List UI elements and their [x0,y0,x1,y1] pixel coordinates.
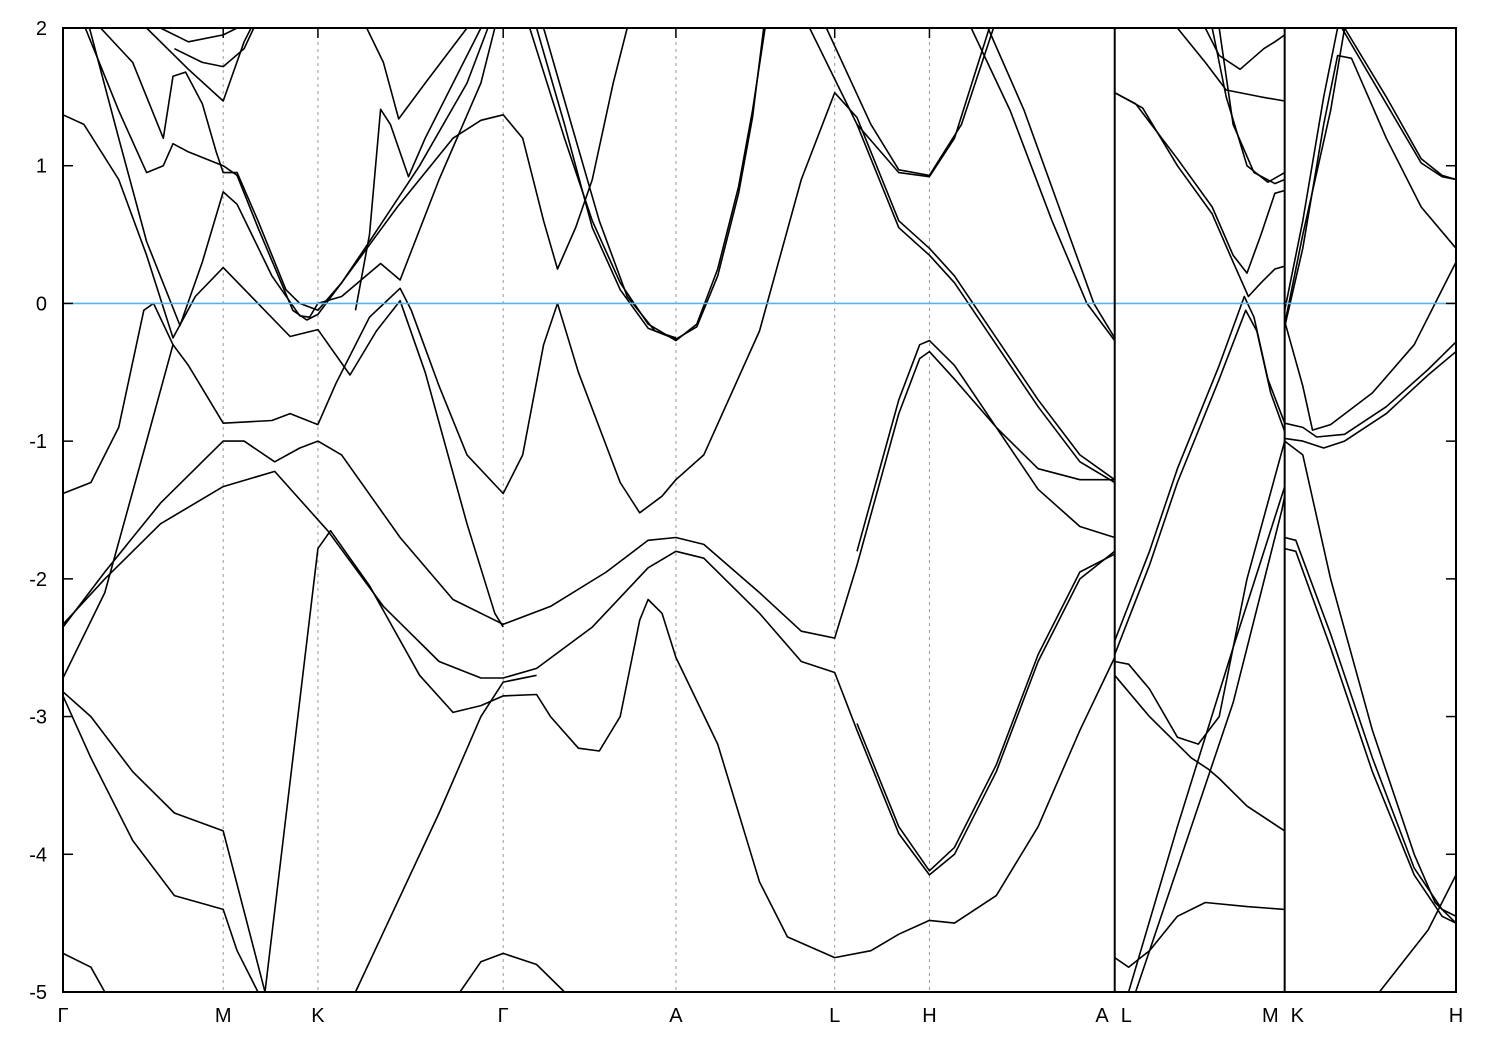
band-line [1204,28,1286,71]
band-line [535,28,765,341]
band-line [1114,901,1285,969]
band-line [354,28,482,311]
band-line [1114,440,1286,745]
band-line [63,470,1116,876]
band-line [264,529,1116,992]
band-line [1284,547,1456,924]
band-line [160,28,238,43]
band-line [63,302,174,495]
x-tick-label: L [1121,1005,1132,1027]
band-line [63,91,1116,679]
grid-lines [222,28,931,992]
y-axis: 2 1 0 -1 -2 -3 -4 -5 [29,18,1456,1004]
band-line [84,28,628,321]
x-tick-label: H [922,1005,936,1027]
band-line [1378,874,1456,992]
band-line [63,952,106,992]
x-tick-label: H [1449,1005,1463,1027]
band-line [1114,674,1286,832]
band-line [100,28,489,312]
band-line [1284,350,1456,449]
path-breaks [1113,28,1286,992]
x-tick-label: K [1291,1005,1305,1027]
band-line [146,28,252,102]
band-line [1218,28,1286,185]
x-tick-label: M [1262,1005,1279,1027]
band-line [1284,536,1456,918]
band-line [1283,28,1346,325]
band-line [825,28,995,177]
band-line [354,674,537,992]
band-line [987,28,1116,339]
y-tick-label: -3 [29,707,47,729]
band-line [1134,496,1286,992]
x-tick-label: Γ [57,1005,68,1027]
y-tick-label: 0 [36,293,47,315]
band-line [1283,261,1456,431]
band-line [542,28,677,339]
y-tick-label: -4 [29,844,47,866]
band-line [1341,28,1456,181]
band-line [1343,28,1456,181]
band-line [174,28,255,68]
band-line [528,28,766,342]
plot-frame [62,27,1457,993]
x-tick-label: L [829,1005,840,1027]
band-line [856,553,1116,872]
x-tick-label: A [669,1005,683,1027]
x-tick-label: K [311,1005,325,1027]
band-line [459,952,566,992]
band-line [856,124,1116,484]
band-line [63,691,266,992]
band-line [1283,28,1339,311]
band-line [856,339,1115,552]
band-line [1114,91,1285,298]
y-tick-label: 1 [36,156,47,178]
y-tick-label: -1 [29,431,47,453]
bands [63,28,1456,992]
band-line [1284,341,1456,438]
x-tick-label: A [1095,1005,1109,1027]
band-line [365,28,468,120]
y-tick-label: -2 [29,569,47,591]
y-tick-label: -5 [29,982,47,1004]
band-line [1127,486,1286,992]
x-tick-label: Γ [498,1005,509,1027]
band-line [63,695,259,992]
band-line [808,28,991,178]
band-line [1283,54,1456,327]
band-line [1114,91,1285,274]
band-line [63,114,504,628]
band-line [1113,309,1286,655]
y-tick-label: 2 [36,18,47,40]
band-line [970,28,1116,342]
band-line [63,350,1115,639]
band-line [1211,28,1286,183]
x-tick-label: M [215,1005,232,1027]
band-line [1176,28,1285,102]
band-line [1284,440,1456,924]
